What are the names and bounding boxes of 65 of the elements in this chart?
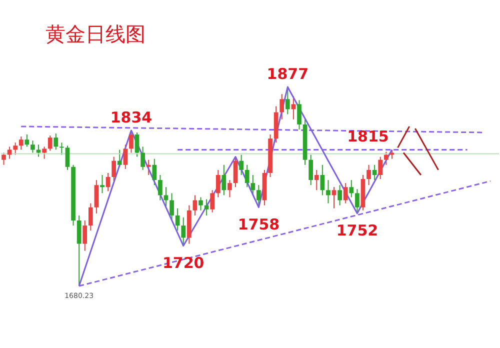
candlestick xyxy=(65,145,70,170)
candlestick xyxy=(54,133,58,150)
candlestick xyxy=(228,180,232,198)
annotation: 1752 xyxy=(336,221,378,240)
candlestick xyxy=(250,174,256,196)
candlestick xyxy=(244,164,250,188)
candlestick xyxy=(222,164,226,196)
candlestick xyxy=(24,134,30,148)
candlestick xyxy=(94,180,99,214)
candlestick xyxy=(297,100,302,130)
candlestick xyxy=(338,184,342,206)
candlestick xyxy=(170,192,174,221)
candlestick xyxy=(7,146,12,160)
candlestick xyxy=(158,174,162,201)
candlestick xyxy=(88,202,93,232)
candlestick xyxy=(76,214,82,286)
candlestick xyxy=(100,174,104,194)
annotation: 1758 xyxy=(238,215,280,234)
candlestick xyxy=(216,169,220,198)
annotation: 1834 xyxy=(110,108,152,126)
annotation: 1720 xyxy=(162,254,204,272)
candlestick xyxy=(112,156,116,182)
candlestick xyxy=(349,180,354,198)
candlestick xyxy=(152,158,157,186)
candlestick xyxy=(314,169,319,191)
candlestick xyxy=(13,142,18,156)
candlestick xyxy=(30,140,35,154)
candlestick xyxy=(291,96,296,120)
candlestick xyxy=(36,144,41,158)
annotation: 1877 xyxy=(266,65,309,83)
candlestick xyxy=(355,188,360,214)
candlestick xyxy=(210,190,215,213)
candlestick xyxy=(198,196,203,211)
candlestick xyxy=(343,182,348,204)
candlestick xyxy=(332,186,336,209)
candlestick xyxy=(164,186,168,207)
chart-title: 黄金日线图 xyxy=(46,22,146,46)
annotation: 1815 xyxy=(347,128,389,146)
candlestick xyxy=(366,164,371,186)
candlestick xyxy=(175,208,180,232)
candlestick xyxy=(204,198,209,216)
candlestick xyxy=(192,194,198,216)
candlestick xyxy=(146,159,151,176)
candlestick xyxy=(390,149,394,160)
candlestick xyxy=(42,146,46,160)
candlestick xyxy=(18,136,24,150)
candlestick xyxy=(106,172,110,192)
candlestick xyxy=(384,151,388,166)
candlestick xyxy=(233,156,238,188)
candlestick xyxy=(308,154,314,186)
candlestick xyxy=(123,144,128,170)
candlestick xyxy=(82,220,88,252)
candlestick xyxy=(326,180,330,204)
candlestick xyxy=(378,156,383,180)
candlestick xyxy=(60,142,64,156)
candlestick xyxy=(2,152,6,166)
candlestick xyxy=(181,216,186,246)
candlestick xyxy=(280,94,284,120)
candlestick xyxy=(140,146,145,170)
candlestick xyxy=(372,164,377,181)
candlestick xyxy=(320,164,325,196)
candlestick xyxy=(129,130,134,154)
candlestick xyxy=(134,132,140,158)
candlestick xyxy=(239,154,244,176)
candlestick xyxy=(48,135,52,152)
